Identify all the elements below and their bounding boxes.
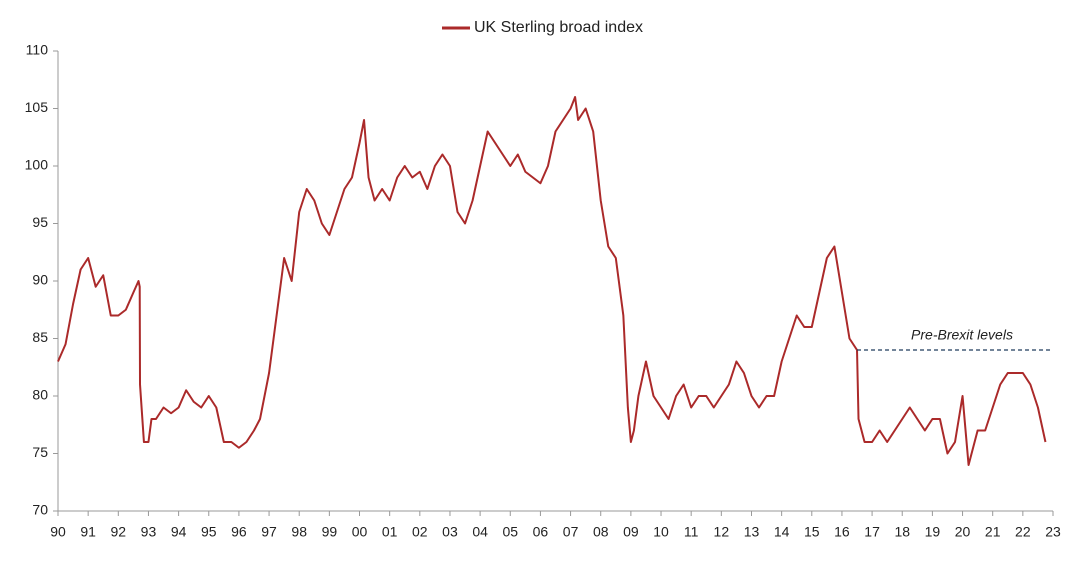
x-tick-label: 03 — [442, 524, 458, 540]
y-tick-label: 80 — [32, 387, 48, 403]
x-tick-label: 10 — [653, 524, 669, 540]
x-tick-label: 08 — [593, 524, 609, 540]
x-tick-label: 19 — [925, 524, 941, 540]
x-tick-label: 93 — [141, 524, 157, 540]
x-tick-label: 04 — [472, 524, 488, 540]
y-tick-label: 100 — [25, 157, 49, 173]
x-tick-label: 14 — [774, 524, 790, 540]
y-tick-label: 110 — [26, 42, 49, 58]
x-tick-label: 09 — [623, 524, 639, 540]
x-tick-label: 98 — [291, 524, 307, 540]
x-tick-label: 06 — [533, 524, 549, 540]
y-tick-label: 105 — [25, 99, 49, 115]
x-tick-label: 01 — [382, 524, 398, 540]
y-tick-label: 90 — [32, 272, 48, 288]
x-tick-label: 16 — [834, 524, 850, 540]
x-tick-label: 23 — [1045, 524, 1061, 540]
x-tick-label: 11 — [684, 524, 699, 540]
x-tick-label: 22 — [1015, 524, 1031, 540]
y-tick-label: 95 — [32, 214, 48, 230]
y-tick-label: 75 — [32, 444, 48, 460]
y-tick-label: 70 — [32, 502, 48, 518]
x-tick-label: 18 — [894, 524, 910, 540]
x-tick-label: 91 — [80, 524, 96, 540]
x-tick-label: 90 — [50, 524, 66, 540]
y-tick-label: 85 — [32, 329, 48, 345]
x-tick-label: 21 — [985, 524, 1001, 540]
legend-label: UK Sterling broad index — [474, 19, 643, 36]
x-tick-label: 97 — [261, 524, 277, 540]
x-tick-label: 95 — [201, 524, 217, 540]
x-tick-label: 92 — [111, 524, 127, 540]
x-tick-label: 17 — [864, 524, 880, 540]
x-tick-label: 94 — [171, 524, 187, 540]
x-tick-label: 96 — [231, 524, 247, 540]
series-line — [57, 96, 1047, 466]
x-tick-label: 07 — [563, 524, 579, 540]
x-tick-label: 05 — [502, 524, 518, 540]
annotation: Pre-Brexit levels — [911, 327, 1013, 343]
x-tick-label: 12 — [714, 524, 730, 540]
x-tick-label: 99 — [322, 524, 338, 540]
x-tick-label: 02 — [412, 524, 428, 540]
x-tick-label: 00 — [352, 524, 368, 540]
x-tick-label: 15 — [804, 524, 820, 540]
x-tick-label: 13 — [744, 524, 760, 540]
x-tick-label: 20 — [955, 524, 971, 540]
